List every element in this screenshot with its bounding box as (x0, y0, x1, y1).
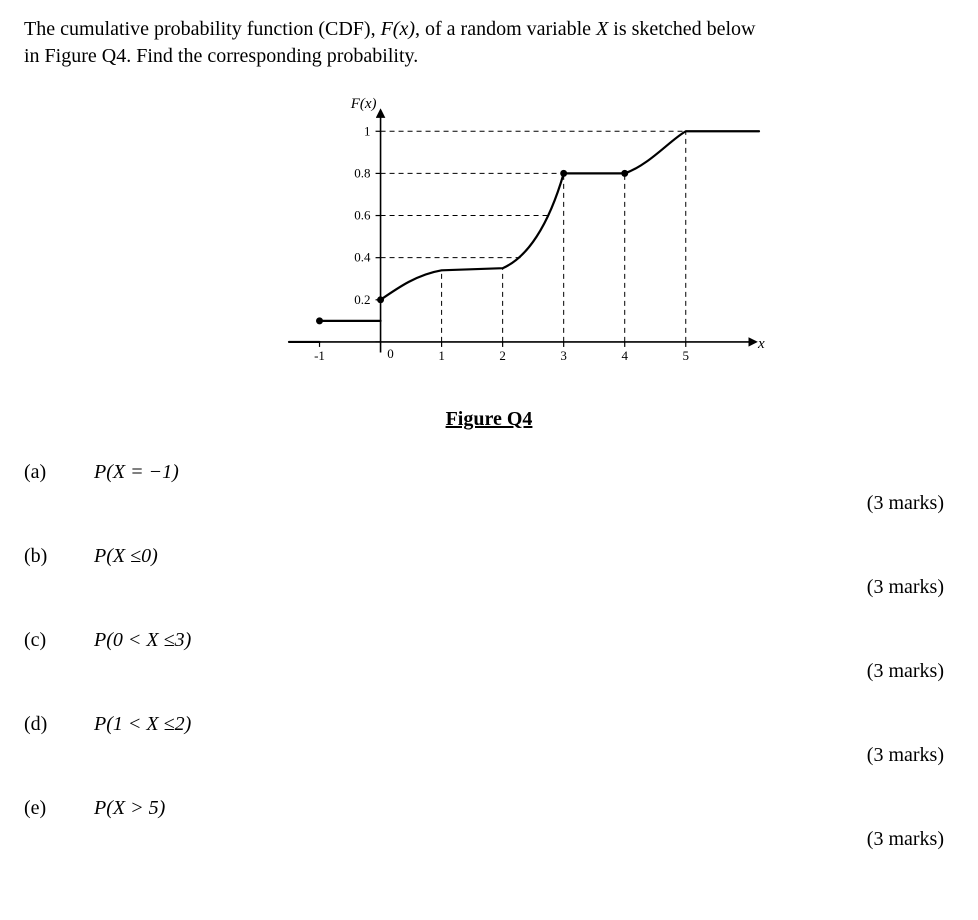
marks-text: (3 marks) (867, 660, 944, 683)
marks-text: (3 marks) (867, 492, 944, 515)
svg-text:0.8: 0.8 (354, 165, 370, 180)
question-marks: (3 marks) (24, 576, 954, 599)
marks-text: (3 marks) (867, 828, 944, 851)
question-row: (d)P(1 < X ≤2) (24, 713, 954, 736)
marks-text: (3 marks) (867, 576, 944, 599)
cdf-chart: 0 0.2 0.4 0.6 0.8 1 -1 1 2 3 4 5 F(x) x (199, 88, 779, 398)
svg-text:-1: -1 (314, 348, 325, 363)
intro-fx: F(x) (381, 18, 415, 40)
figure-caption: Figure Q4 (446, 408, 533, 431)
svg-text:1: 1 (438, 348, 445, 363)
question-marks: (3 marks) (24, 744, 954, 767)
question-list: (a)P(X = −1) (3 marks) (b)P(X ≤0) (3 marks)… (24, 461, 954, 851)
question-expression: P(X > 5) (94, 797, 954, 820)
svg-text:0.4: 0.4 (354, 250, 371, 265)
intro-line-2: in Figure Q4. Find the corresponding pro… (24, 45, 418, 67)
svg-text:2: 2 (499, 348, 506, 363)
svg-text:0.6: 0.6 (354, 208, 371, 223)
intro-part-1: The cumulative probability function (CDF… (24, 18, 381, 40)
question-row: (b)P(X ≤0) (24, 545, 954, 568)
page: The cumulative probability function (CDF… (0, 0, 978, 891)
svg-text:0: 0 (387, 346, 394, 361)
svg-text:F(x): F(x) (350, 96, 377, 112)
intro-text: The cumulative probability function (CDF… (24, 16, 954, 70)
question-marks: (3 marks) (24, 492, 954, 515)
svg-text:x: x (757, 336, 765, 352)
svg-text:4: 4 (621, 348, 628, 363)
svg-text:0.2: 0.2 (354, 292, 370, 307)
question-row: (e)P(X > 5) (24, 797, 954, 820)
svg-text:5: 5 (683, 348, 690, 363)
question-row: (c)P(0 < X ≤3) (24, 629, 954, 652)
question-label: (d) (24, 713, 94, 736)
question-marks: (3 marks) (24, 660, 954, 683)
question-expression: P(X ≤0) (94, 545, 954, 568)
svg-text:3: 3 (560, 348, 567, 363)
question-expression: P(X = −1) (94, 461, 954, 484)
question-row: (a)P(X = −1) (24, 461, 954, 484)
question-label: (a) (24, 461, 94, 484)
question-expression: P(0 < X ≤3) (94, 629, 954, 652)
intro-xvar: X (596, 18, 608, 40)
intro-part-3: is sketched below (608, 18, 755, 40)
svg-text:1: 1 (364, 123, 371, 138)
question-label: (b) (24, 545, 94, 568)
question-marks: (3 marks) (24, 828, 954, 851)
marks-text: (3 marks) (867, 744, 944, 767)
intro-part-2: , of a random variable (415, 18, 596, 40)
question-label: (c) (24, 629, 94, 652)
figure-container: 0 0.2 0.4 0.6 0.8 1 -1 1 2 3 4 5 F(x) x Figure Q4 (24, 88, 954, 431)
question-expression: P(1 < X ≤2) (94, 713, 954, 736)
question-label: (e) (24, 797, 94, 820)
